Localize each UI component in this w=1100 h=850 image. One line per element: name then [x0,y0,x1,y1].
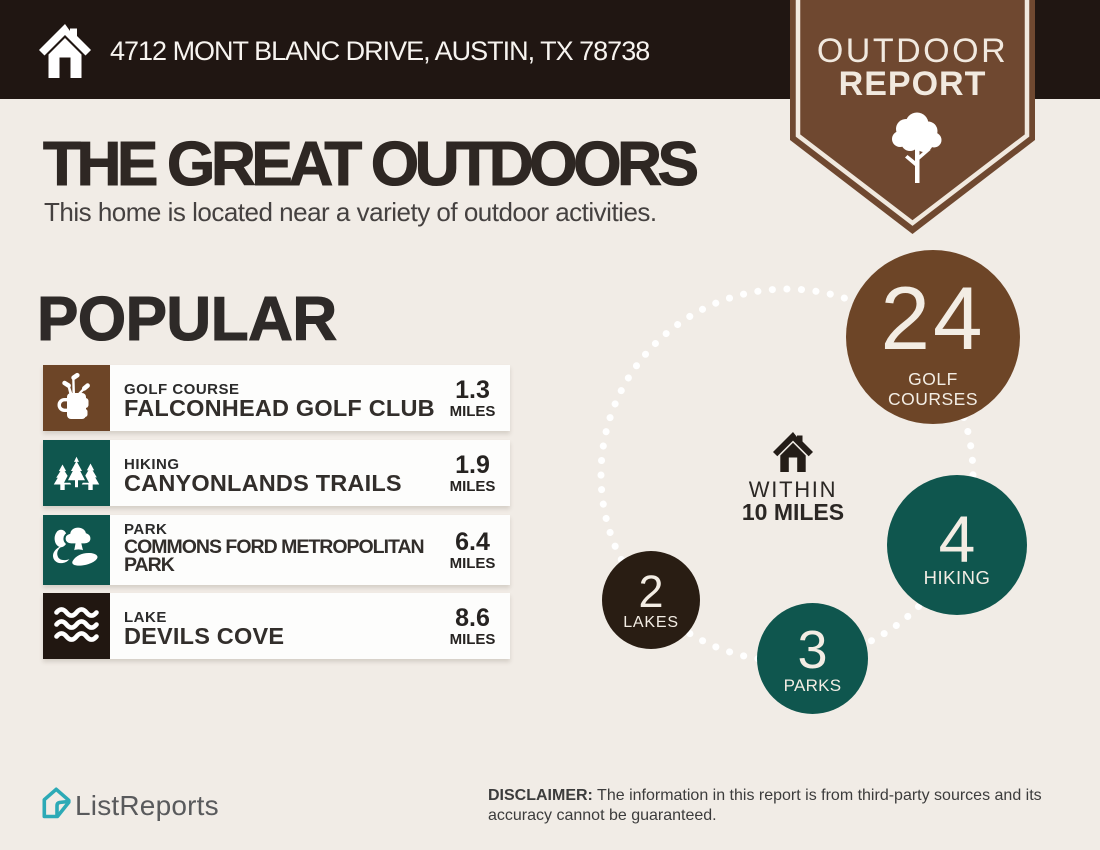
svg-text:REPORT: REPORT [839,65,987,103]
svg-text:OUTDOOR: OUTDOOR [817,32,1008,70]
